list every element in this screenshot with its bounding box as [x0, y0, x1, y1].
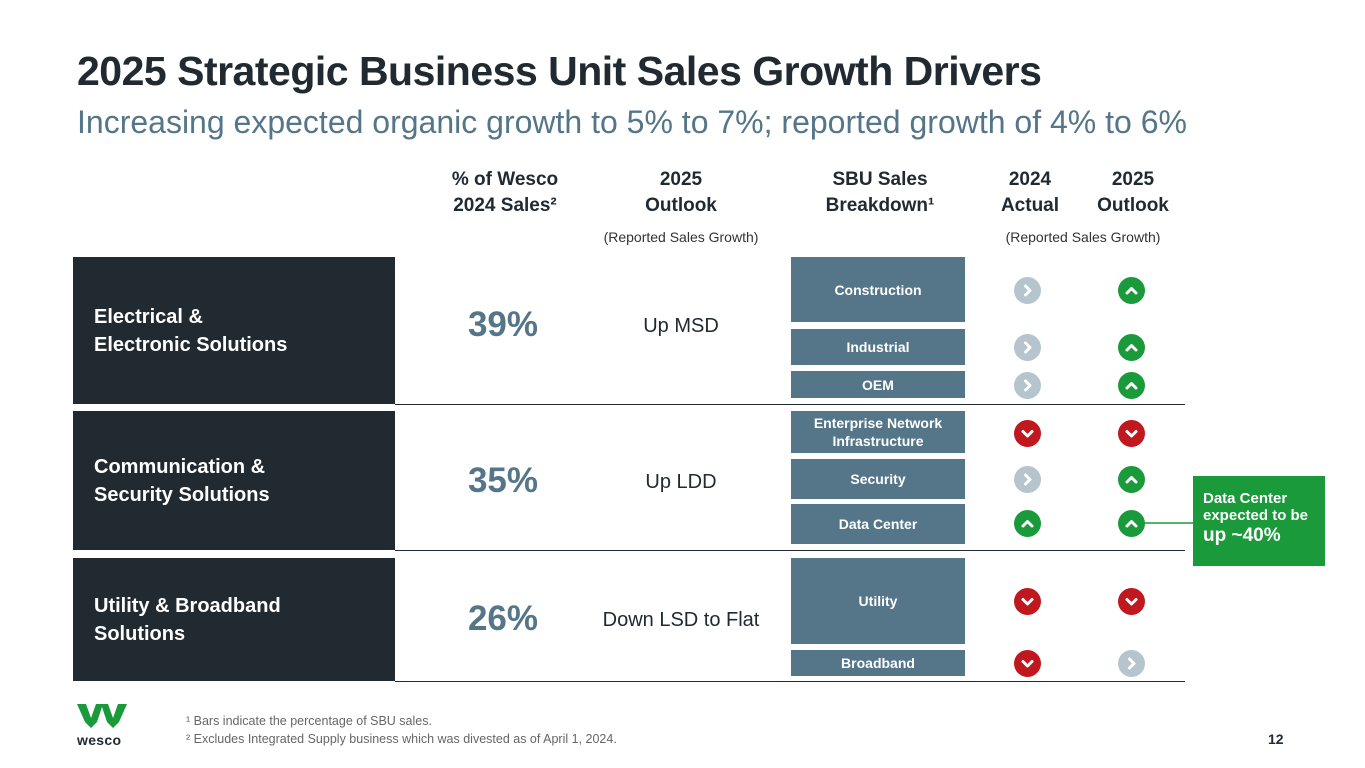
footnote-2: ² Excludes Integrated Supply business wh… — [186, 732, 617, 746]
segment-pct-utility-broadband: 26% — [467, 599, 539, 638]
header-2025-outlook: 2025 Outlook — [645, 169, 717, 216]
footnote-1: ¹ Bars indicate the percentage of SBU sa… — [186, 714, 432, 728]
sbu-bar-utility: Utility — [791, 558, 965, 644]
segment-label-utility-broadband: Utility & Broadband Solutions — [73, 558, 395, 681]
segment-pct-communication: 35% — [467, 461, 539, 500]
trend-up-icon — [1117, 509, 1145, 537]
header-outlook-subtitle: (Reported Sales Growth) — [603, 229, 759, 245]
trend-up-icon — [1117, 333, 1145, 361]
trend-flat-icon — [1013, 371, 1041, 399]
trend-flat-icon — [1117, 649, 1145, 677]
trend-down-icon — [1013, 419, 1041, 447]
segment-outlook-communication: Up LDD — [645, 471, 717, 493]
logo-wordmark: wesco — [77, 732, 122, 748]
trend-up-icon — [1117, 465, 1145, 493]
sbu-bar-construction: Construction — [791, 257, 965, 322]
trend-down-icon — [1013, 587, 1041, 615]
row-divider — [395, 550, 1185, 551]
sbu-bar-security: Security — [791, 459, 965, 499]
sbu-bar-enterprise-network: Enterprise Network Infrastructure — [791, 411, 965, 453]
trend-down-icon — [1117, 419, 1145, 447]
trend-up-icon — [1013, 509, 1041, 537]
wesco-logo-mark — [77, 704, 127, 728]
row-divider — [395, 681, 1185, 682]
header-sbu-breakdown: SBU Sales Breakdown¹ — [825, 169, 935, 216]
header-2024-actual: 2024 Actual — [1000, 169, 1060, 216]
segment-label-communication: Communication & Security Solutions — [73, 411, 395, 550]
sbu-bar-industrial: Industrial — [791, 329, 965, 365]
trend-flat-icon — [1013, 276, 1041, 304]
header-pct-of-sales: % of Wesco 2024 Sales² — [451, 169, 559, 216]
trend-down-icon — [1013, 649, 1041, 677]
page-title: 2025 Strategic Business Unit Sales Growt… — [77, 48, 1042, 94]
trend-down-icon — [1117, 587, 1145, 615]
trend-flat-icon — [1013, 333, 1041, 361]
segment-outlook-electrical: Up MSD — [643, 315, 719, 337]
page-number: 12 — [1268, 731, 1284, 747]
header-2025-outlook-growth: 2025 Outlook — [1097, 169, 1169, 216]
trend-flat-icon — [1013, 465, 1041, 493]
callout-connector — [1144, 522, 1194, 524]
sbu-bar-broadband: Broadband — [791, 650, 965, 676]
trend-up-icon — [1117, 371, 1145, 399]
segment-pct-electrical: 39% — [467, 305, 539, 344]
row-divider — [395, 404, 1185, 405]
segment-outlook-utility-broadband: Down LSD to Flat — [602, 609, 760, 631]
page-subtitle: Increasing expected organic growth to 5%… — [77, 104, 1187, 140]
sbu-bar-data-center: Data Center — [791, 504, 965, 544]
sbu-bar-oem: OEM — [791, 371, 965, 398]
header-growth-subtitle: (Reported Sales Growth) — [1005, 229, 1161, 245]
wesco-logo: wesco — [77, 704, 129, 748]
segment-label-electrical: Electrical & Electronic Solutions — [73, 257, 395, 404]
trend-up-icon — [1117, 276, 1145, 304]
data-center-callout: Data Center expected to be up ~40% — [1193, 476, 1325, 566]
